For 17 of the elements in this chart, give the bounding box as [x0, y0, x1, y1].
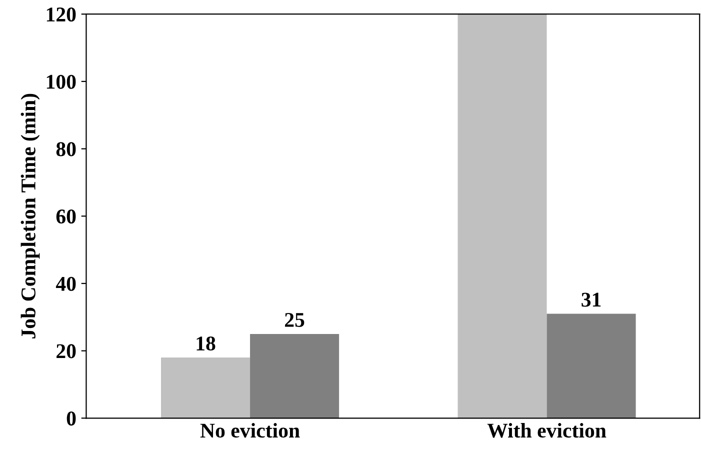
bar: [458, 14, 547, 418]
y-tick-label: 20: [56, 344, 76, 358]
bar: [250, 334, 340, 418]
y-tick-label: 0: [66, 412, 76, 426]
x-tick-label: With eviction: [487, 423, 606, 438]
y-tick-label: 60: [56, 210, 76, 224]
y-axis-title: Job Completion Time (min): [20, 94, 40, 338]
y-tick-label: 120: [46, 7, 76, 22]
x-tick-label: No eviction: [200, 423, 300, 438]
bar: [546, 314, 636, 418]
data-label: 18: [196, 336, 216, 351]
bar: [161, 358, 250, 418]
y-tick-label: 100: [46, 74, 76, 89]
data-label: 25: [285, 312, 304, 327]
y-tick-label: 80: [56, 142, 76, 156]
y-tick-label: 40: [56, 276, 76, 291]
data-label: 31: [582, 292, 601, 307]
